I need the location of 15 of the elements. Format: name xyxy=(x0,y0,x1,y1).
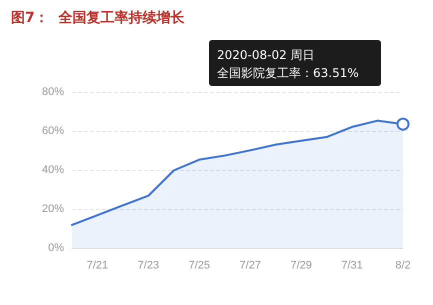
x-tick-label: 7/21 xyxy=(86,260,108,272)
chart-title: 图7： 全国复工率持续增长 xyxy=(11,9,186,26)
y-tick-label: 80% xyxy=(42,86,64,98)
y-tick-label: 0% xyxy=(48,242,64,254)
x-tick-label: 7/25 xyxy=(188,260,210,272)
text: 全国影院复工率：63.51% xyxy=(217,66,359,80)
y-tick-label: 60% xyxy=(42,125,64,137)
y-tick-label: 20% xyxy=(42,203,64,215)
x-tick-label: 7/23 xyxy=(138,260,160,272)
x-tick-label: 7/29 xyxy=(290,260,312,272)
text: 2020-08-02 周日 xyxy=(217,48,315,62)
y-tick-label: 40% xyxy=(42,164,64,176)
x-tick-label: 7/27 xyxy=(240,260,261,272)
x-tick-label: 8/2 xyxy=(395,260,411,272)
x-tick-label: 7/31 xyxy=(341,260,363,272)
